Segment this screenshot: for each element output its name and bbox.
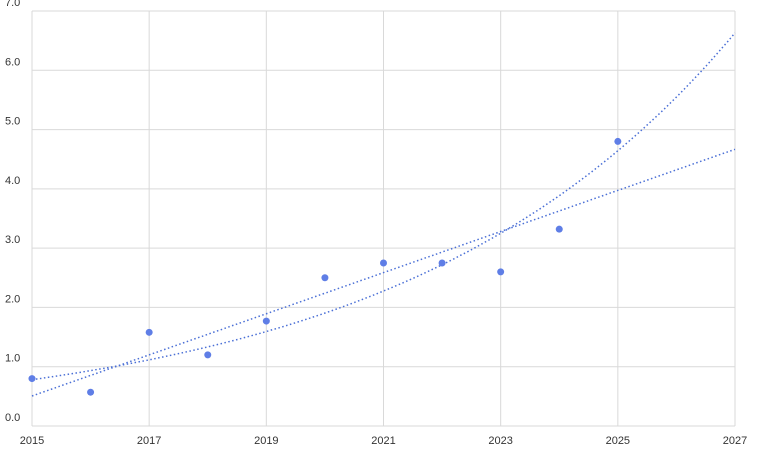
point [262, 317, 270, 325]
y-tick-label: 4.0 [5, 175, 20, 187]
x-tick-label: 2027 [723, 435, 747, 447]
y-tick-label: 5.0 [5, 116, 20, 128]
point [438, 259, 446, 267]
x-tick-label: 2015 [20, 435, 44, 447]
y-tick-label: 7.0 [5, 0, 20, 9]
point [87, 388, 95, 396]
y-tick-label: 6.0 [5, 56, 20, 68]
point [380, 259, 387, 267]
point [555, 225, 563, 233]
y-tick-label: 3.0 [5, 234, 20, 246]
point [145, 328, 153, 336]
point [321, 274, 329, 282]
x-tick-label: 2023 [488, 435, 512, 447]
y-tick-label: 2.0 [5, 293, 20, 305]
x-tick-label: 2025 [606, 435, 630, 447]
x-tick-label: 2019 [254, 435, 278, 447]
point [614, 137, 622, 145]
point [28, 375, 36, 383]
y-tick-label: 1.0 [5, 353, 20, 365]
x-tick-label: 2017 [137, 435, 161, 447]
trendline [31, 148, 736, 397]
y-tick-label: 0.0 [5, 412, 20, 424]
point [204, 351, 212, 359]
x-tick-label: 2021 [371, 435, 395, 447]
point [497, 268, 505, 276]
